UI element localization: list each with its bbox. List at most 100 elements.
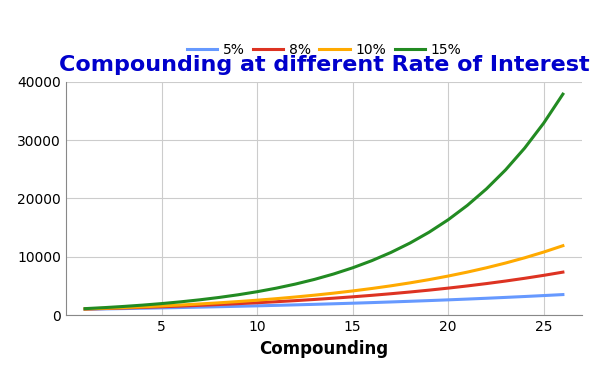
8% <box>158 305 165 309</box>
8% <box>139 305 146 310</box>
15% <box>559 92 566 96</box>
10% <box>445 274 452 278</box>
5% <box>425 298 433 303</box>
Legend: 5%, 8%, 10%, 15%: 5%, 8%, 10%, 15% <box>181 37 467 62</box>
5% <box>330 302 337 306</box>
Title: Compounding at different Rate of Interest: Compounding at different Rate of Interes… <box>59 55 589 75</box>
5% <box>196 305 203 309</box>
10% <box>82 307 89 311</box>
10% <box>406 280 413 285</box>
10% <box>196 302 203 306</box>
15% <box>387 250 394 255</box>
10% <box>540 250 547 254</box>
5% <box>502 295 509 300</box>
15% <box>425 230 433 234</box>
15% <box>521 146 528 150</box>
10% <box>254 298 261 302</box>
5% <box>521 294 528 299</box>
5% <box>445 298 452 302</box>
15% <box>101 305 108 310</box>
8% <box>483 281 490 286</box>
15% <box>349 266 356 270</box>
8% <box>101 306 108 311</box>
8% <box>177 304 184 308</box>
10% <box>368 286 376 291</box>
Line: 15%: 15% <box>85 94 563 309</box>
10% <box>311 293 318 298</box>
15% <box>445 217 452 222</box>
8% <box>540 273 547 278</box>
5% <box>406 299 413 303</box>
8% <box>82 307 89 311</box>
5% <box>483 296 490 301</box>
8% <box>120 306 127 310</box>
X-axis label: Compounding: Compounding <box>259 340 389 358</box>
15% <box>368 259 376 263</box>
10% <box>215 301 223 305</box>
5% <box>559 292 566 297</box>
8% <box>425 288 433 292</box>
15% <box>196 298 203 302</box>
10% <box>177 303 184 307</box>
15% <box>464 203 471 208</box>
8% <box>406 290 413 294</box>
5% <box>368 301 376 305</box>
8% <box>349 295 356 299</box>
15% <box>330 272 337 276</box>
10% <box>292 295 299 299</box>
5% <box>235 304 242 309</box>
8% <box>292 298 299 303</box>
15% <box>502 168 509 172</box>
8% <box>445 286 452 290</box>
8% <box>502 279 509 283</box>
Line: 10%: 10% <box>85 246 563 309</box>
8% <box>330 296 337 301</box>
15% <box>311 277 318 282</box>
5% <box>120 306 127 311</box>
5% <box>139 306 146 311</box>
10% <box>425 278 433 282</box>
10% <box>120 305 127 310</box>
10% <box>464 270 471 274</box>
15% <box>406 241 413 245</box>
10% <box>502 261 509 265</box>
10% <box>139 305 146 309</box>
8% <box>521 276 528 280</box>
5% <box>387 300 394 304</box>
5% <box>158 306 165 310</box>
10% <box>483 266 490 270</box>
15% <box>215 295 223 300</box>
15% <box>483 187 490 191</box>
8% <box>254 301 261 305</box>
5% <box>292 303 299 307</box>
8% <box>368 293 376 298</box>
8% <box>215 302 223 307</box>
10% <box>349 289 356 293</box>
10% <box>521 256 528 260</box>
5% <box>101 307 108 311</box>
10% <box>387 283 394 288</box>
5% <box>349 301 356 305</box>
15% <box>120 304 127 309</box>
15% <box>272 286 280 290</box>
8% <box>235 302 242 306</box>
15% <box>177 300 184 304</box>
15% <box>235 293 242 297</box>
8% <box>272 299 280 304</box>
8% <box>196 303 203 308</box>
Line: 8%: 8% <box>85 272 563 309</box>
15% <box>540 121 547 125</box>
10% <box>330 291 337 295</box>
8% <box>387 292 394 296</box>
15% <box>139 303 146 307</box>
15% <box>82 306 89 311</box>
10% <box>101 306 108 311</box>
8% <box>559 270 566 275</box>
10% <box>235 299 242 304</box>
10% <box>272 296 280 301</box>
Line: 5%: 5% <box>85 295 563 309</box>
15% <box>158 301 165 306</box>
15% <box>254 289 261 294</box>
5% <box>215 305 223 309</box>
5% <box>540 293 547 298</box>
